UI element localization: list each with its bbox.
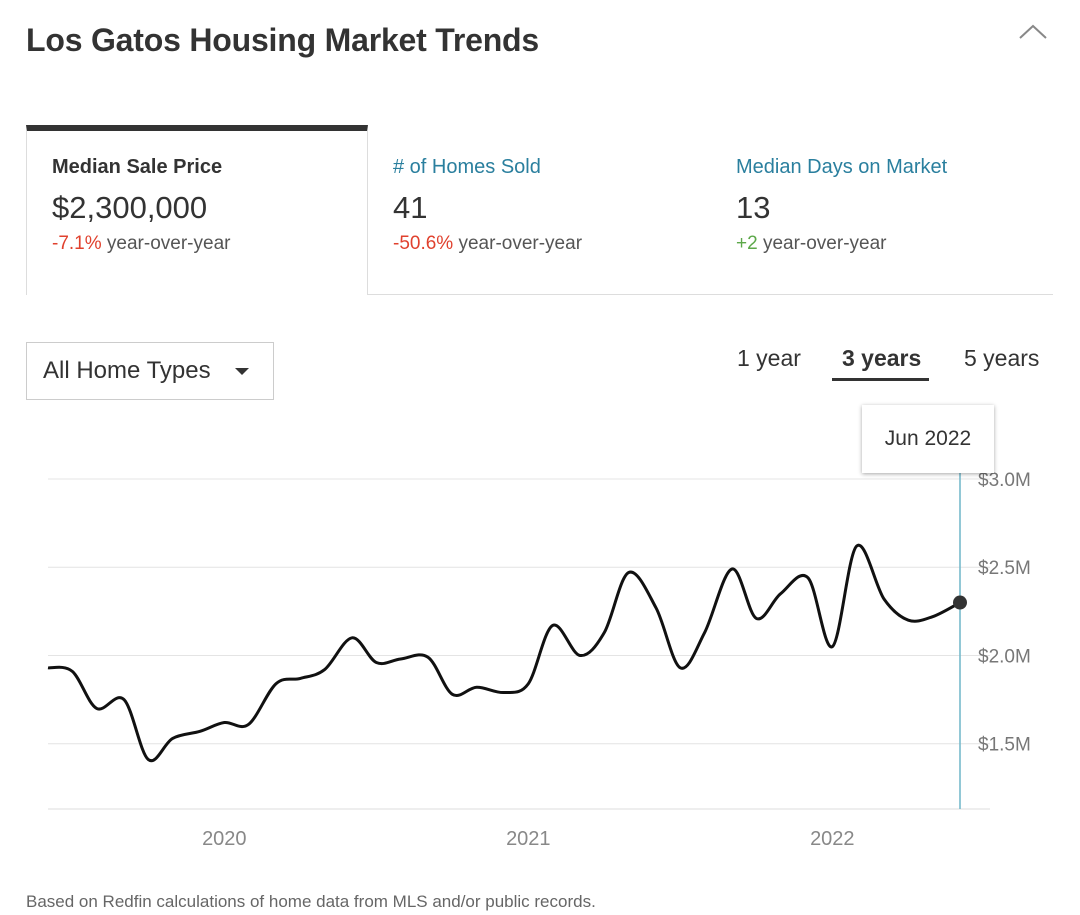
home-type-select[interactable]: All Home Types — [26, 342, 274, 400]
data-point — [69, 668, 75, 674]
data-point — [778, 591, 784, 597]
data-point — [246, 721, 252, 727]
data-point — [349, 635, 355, 641]
tabs-divider — [368, 294, 1053, 295]
data-point — [653, 605, 659, 611]
data-point — [121, 697, 127, 703]
data-point — [425, 654, 431, 660]
data-point — [145, 757, 151, 763]
y-tick-label: $1.5M — [978, 735, 1031, 756]
data-point — [221, 720, 227, 726]
range-5-years[interactable]: 5 years — [964, 345, 1040, 371]
tab-change-suffix: year-over-year — [762, 233, 887, 254]
data-point — [94, 705, 100, 711]
data-point — [297, 675, 303, 681]
data-point — [677, 665, 683, 671]
tab-value: 41 — [393, 190, 428, 225]
data-point — [273, 681, 279, 687]
chevron-up-icon[interactable] — [1018, 22, 1048, 42]
y-tick-label: $2.0M — [978, 646, 1031, 667]
tab-median-days-on-market[interactable]: Median Days on Market 13 +2 year-over-ye… — [711, 125, 1053, 295]
tab-change: -50.6% — [393, 233, 454, 254]
data-point — [626, 570, 632, 576]
data-point — [854, 543, 860, 549]
data-point — [45, 665, 51, 671]
data-point — [702, 630, 708, 636]
y-tick-label: $3.0M — [978, 470, 1031, 491]
data-point — [525, 681, 531, 687]
data-point — [577, 652, 583, 658]
data-point — [449, 691, 455, 697]
y-tick-label: $2.5M — [978, 558, 1031, 579]
data-point — [322, 667, 328, 673]
data-point — [829, 644, 835, 650]
tooltip-label: Jun 2022 — [884, 427, 972, 450]
caret-down-icon — [235, 368, 249, 375]
range-3-years[interactable]: 3 years — [832, 345, 930, 381]
tab-value: $2,300,000 — [52, 190, 208, 225]
home-type-selected: All Home Types — [43, 357, 211, 384]
x-tick-label: 2022 — [810, 828, 855, 850]
data-point — [474, 684, 480, 690]
x-tick-label: 2021 — [506, 828, 551, 850]
data-point — [398, 656, 404, 662]
tab-change-suffix: year-over-year — [106, 233, 231, 254]
tab-change: -7.1% — [52, 233, 102, 254]
tab-homes-sold[interactable]: # of Homes Sold 41 -50.6% year-over-year — [368, 125, 710, 295]
data-point — [501, 690, 507, 696]
data-point — [197, 728, 203, 734]
median-sale-price-chart[interactable]: $3.0M $2.5M $2.0M $1.5M 2020 2021 2022 — [0, 400, 1080, 870]
highlight-point — [953, 595, 967, 610]
data-point — [373, 660, 379, 666]
page-title: Los Gatos Housing Market Trends — [26, 22, 540, 58]
tab-label: Median Days on Market — [736, 156, 948, 178]
x-tick-label: 2020 — [202, 828, 247, 850]
data-point — [170, 735, 176, 741]
data-point — [930, 614, 936, 620]
data-point — [805, 575, 811, 581]
tab-label: Median Sale Price — [52, 156, 223, 178]
tab-label: # of Homes Sold — [393, 156, 541, 178]
tab-change: +2 — [736, 233, 758, 254]
data-point — [881, 596, 887, 602]
range-1-year[interactable]: 1 year — [737, 345, 801, 371]
metric-tabs: Median Sale Price $2,300,000 -7.1% year-… — [26, 125, 1053, 295]
data-point — [753, 615, 759, 621]
data-point — [905, 617, 911, 623]
footer-note: Based on Redfin calculations of home dat… — [26, 892, 596, 911]
median-sale-price-line — [47, 543, 961, 763]
tab-median-sale-price[interactable]: Median Sale Price $2,300,000 -7.1% year-… — [26, 125, 368, 295]
data-point — [729, 566, 735, 572]
data-point — [550, 622, 556, 628]
chart-tooltip: Jun 2022 — [862, 405, 994, 473]
data-point — [601, 630, 607, 636]
tab-change-suffix: year-over-year — [458, 233, 583, 254]
tab-value: 13 — [736, 190, 771, 225]
